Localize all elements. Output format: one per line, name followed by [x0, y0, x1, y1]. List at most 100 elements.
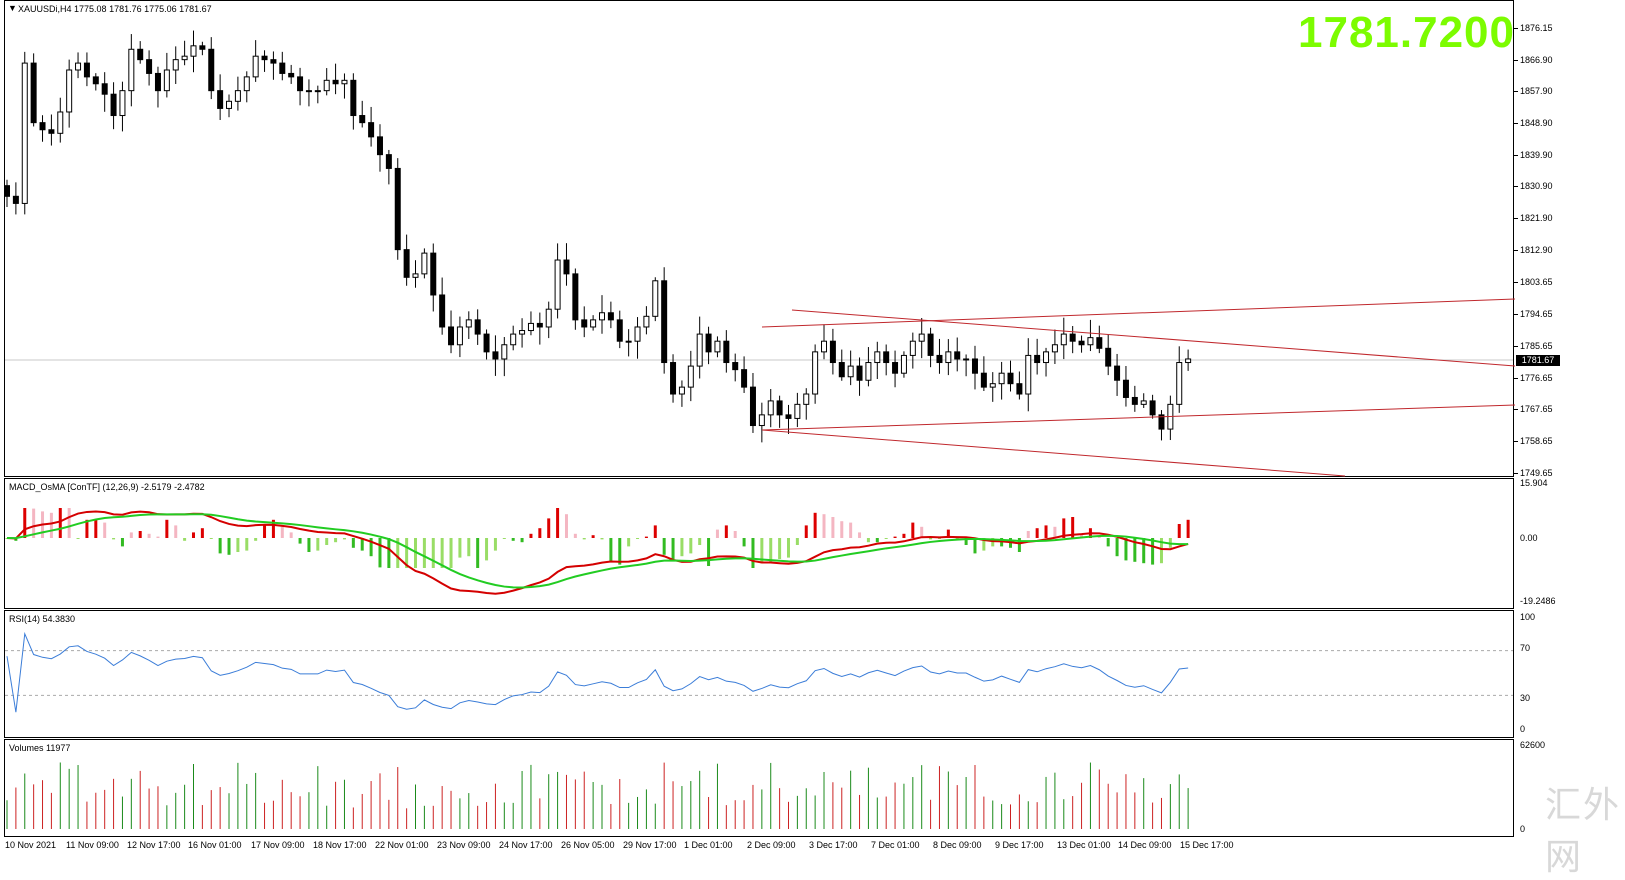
macd-label: MACD_OsMA [ConTF] (12,26,9) -2.5179 -2.4… — [9, 482, 205, 492]
volume-label: Volumes 11977 — [9, 743, 71, 753]
macd-histogram-bar — [760, 538, 764, 564]
candle-bearish — [1114, 365, 1121, 381]
candle-bullish — [696, 333, 703, 367]
candle-bearish — [439, 294, 446, 328]
candle-bearish — [297, 76, 304, 92]
macd-histogram-bar — [298, 538, 302, 544]
time-axis-label: 15 Dec 17:00 — [1180, 840, 1234, 850]
candle-bullish — [119, 90, 126, 117]
time-axis-label: 16 Nov 01:00 — [188, 840, 242, 850]
macd-pane[interactable] — [4, 478, 1514, 609]
tick-mark — [1514, 473, 1518, 474]
ohlc-values: 1775.08 1781.76 1775.06 1781.67 — [74, 4, 212, 14]
candle-bullish — [652, 280, 659, 317]
macd-histogram-bar — [360, 538, 364, 551]
price-axis-tick: 1794.65 — [1520, 309, 1553, 319]
rsi-axis-tick: 100 — [1520, 612, 1536, 622]
tick-mark — [1514, 409, 1518, 410]
candle-bearish — [492, 351, 499, 360]
macd-histogram-bar — [191, 532, 195, 538]
macd-histogram-bar — [76, 538, 80, 539]
macd-histogram-bar — [573, 533, 577, 538]
tick-mark — [1514, 441, 1518, 442]
candle-bearish — [776, 400, 783, 416]
candle-bullish — [874, 351, 881, 364]
macd-histogram-bar — [85, 519, 89, 538]
candle-bearish — [971, 358, 978, 374]
price-axis-tick: 1803.65 — [1520, 277, 1553, 287]
macd-histogram-bar — [733, 531, 737, 538]
macd-histogram-bar — [937, 538, 941, 539]
candle-bullish — [456, 326, 463, 346]
time-axis-label: 10 Nov 2021 — [5, 840, 57, 850]
macd-histogram-bar — [1062, 518, 1066, 538]
dropdown-arrow-icon[interactable]: ▼ — [8, 3, 17, 13]
support-line — [761, 404, 1516, 431]
candle-bearish — [892, 362, 899, 374]
candle-bearish — [332, 79, 339, 85]
candle-bullish — [412, 273, 419, 278]
chart-canvas — [4, 30, 1516, 829]
candle-bearish — [403, 249, 410, 278]
macd-histogram-bar — [369, 538, 373, 557]
current-price-display: 1781.7200 — [1298, 8, 1515, 57]
rsi-axis-tick: 70 — [1520, 643, 1531, 653]
macd-histogram-bar — [449, 538, 453, 568]
macd-histogram-bar — [751, 538, 755, 568]
macd-histogram-bar — [485, 538, 489, 561]
macd-histogram-bar — [636, 538, 640, 539]
macd-histogram-bar — [689, 538, 693, 554]
time-axis-label: 3 Dec 17:00 — [809, 840, 858, 850]
macd-histogram-bar — [209, 538, 213, 539]
macd-histogram-bar — [680, 538, 684, 557]
candle-bullish — [847, 365, 854, 378]
current-price-tag: 1781.67 — [1516, 355, 1560, 366]
macd-histogram-bar — [671, 538, 675, 559]
candle-bearish — [536, 322, 543, 328]
candle-bearish — [1122, 379, 1129, 398]
candle-bullish — [57, 111, 64, 134]
macd-histogram-bar — [174, 525, 178, 538]
macd-histogram-bar — [618, 538, 622, 565]
candle-bearish — [1007, 372, 1014, 385]
tick-mark — [1514, 218, 1518, 219]
candle-bearish — [270, 59, 277, 64]
macd-histogram-bar — [387, 538, 391, 568]
price-axis-tick: 1866.90 — [1520, 55, 1553, 65]
time-axis-label: 13 Dec 01:00 — [1057, 840, 1111, 850]
candle-bearish — [4, 185, 10, 197]
candle-bearish — [394, 167, 401, 251]
candle-bearish — [137, 48, 144, 61]
macd-histogram-bar — [431, 538, 435, 568]
macd-histogram-bar — [1026, 531, 1030, 538]
candle-bearish — [732, 362, 739, 371]
price-axis-tick: 1830.90 — [1520, 181, 1553, 191]
watermark-logo: 汇外网 — [1545, 785, 1622, 878]
time-axis-label: 26 Nov 05:00 — [561, 840, 615, 850]
rsi-pane[interactable] — [4, 610, 1514, 738]
candle-bullish — [812, 351, 819, 395]
macd-histogram-bar — [129, 532, 133, 538]
candle-bearish — [1131, 396, 1138, 405]
candle-bearish — [572, 273, 579, 321]
candle-bullish — [465, 319, 472, 328]
macd-histogram-bar — [653, 525, 657, 538]
candle-bearish — [208, 48, 215, 92]
tick-mark — [1514, 28, 1518, 29]
rsi-line — [6, 631, 1189, 713]
candle-bullish — [687, 365, 694, 388]
tick-mark — [1514, 60, 1518, 61]
macd-histogram-bar — [493, 538, 497, 551]
candle-bearish — [563, 259, 570, 275]
macd-histogram-bar — [1080, 533, 1084, 538]
candle-bearish — [30, 62, 37, 124]
macd-histogram-bar — [1035, 528, 1039, 538]
macd-histogram-bar — [600, 538, 604, 540]
macd-histogram-bar — [254, 538, 258, 541]
macd-histogram-bar — [529, 533, 533, 538]
candle-bullish — [1060, 333, 1067, 346]
candle-bearish — [616, 319, 623, 342]
candle-bearish — [217, 90, 224, 109]
candle-bearish — [838, 362, 845, 378]
macd-histogram-bar — [991, 538, 995, 547]
